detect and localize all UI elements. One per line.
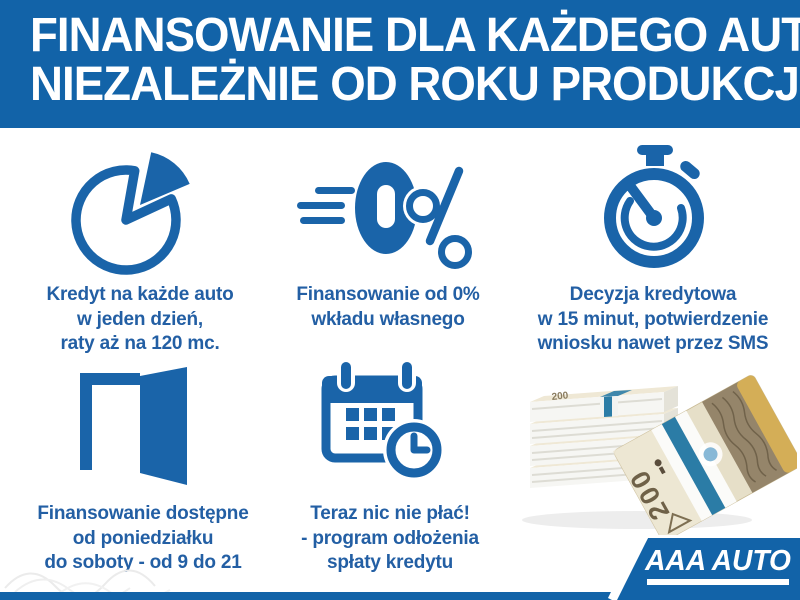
caption-line: wkładu własnego [311,308,465,330]
stopwatch-icon [604,145,704,268]
pie-chart-icon [71,152,190,275]
logo-underline [647,579,789,585]
bottom-brand-bar [0,530,800,600]
caption-line: Kredyt na każde auto [46,284,234,305]
calendar-clock-icon [321,360,445,481]
header-banner: FINANSOWANIE DLA KAŻDEGO AUTA NIEZALEŻNI… [0,0,800,128]
caption-line: od poniedziałku [72,527,214,549]
banknote-bundle-front: 200 [612,375,797,535]
caption-line: raty aż na 120 mc. [60,333,220,354]
caption-availability: Finansowanie dostępne od poniedziałku do… [15,502,271,576]
caption-line: - program odłożenia [301,527,479,549]
aaa-auto-logo: AAA AUTO [645,545,791,577]
header-title-line1: FINANSOWANIE DLA KAŻDEGO AUTA [30,9,800,62]
caption-line: spłaty kredytu [326,552,454,573]
caption-zero-percent: Finansowanie od 0% wkładu własnego [263,283,513,332]
caption-line: wniosku nawet przez SMS [537,333,769,354]
caption-line: Finansowanie od 0% [296,284,480,305]
caption-line: Decyzja kredytowa [569,284,737,305]
caption-line: do soboty - od 9 do 21 [44,552,242,573]
caption-line: w jeden dzień, [77,308,203,330]
money-stacks-photo: 200 200 [522,375,797,535]
header-title-line2: NIEZALEŻNIE OD ROKU PRODUKCJI [30,58,800,111]
caption-line: w 15 minut, potwierdzenie [537,308,769,330]
caption-line: Teraz nic nie płać! [310,503,470,524]
open-door-icon [80,367,187,485]
caption-decision: Decyzja kredytowa w 15 minut, potwierdze… [523,283,783,357]
caption-credit: Kredyt na każde auto w jeden dzień, raty… [15,283,265,357]
zero-percent-icon [297,162,472,269]
banknote-value-top: 200 [551,390,569,403]
caption-deferral: Teraz nic nie płać! - program odłożenia … [270,502,510,576]
caption-line: Finansowanie dostępne [37,503,249,524]
